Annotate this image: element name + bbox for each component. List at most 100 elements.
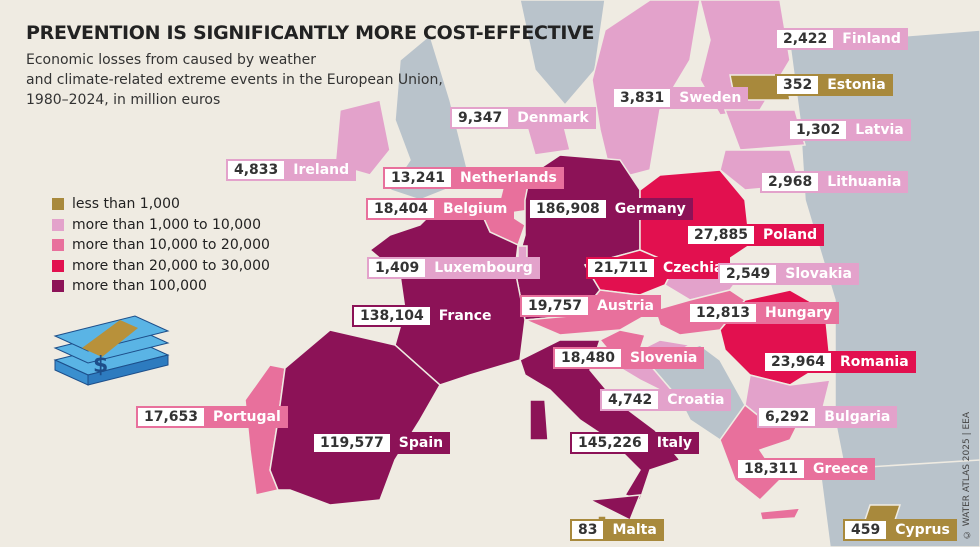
- credit: © WATER ATLAS 2025 | EEA: [962, 411, 972, 539]
- title: PREVENTION IS SIGNIFICANTLY MORE COST-EF…: [26, 22, 595, 44]
- country-name: Netherlands: [453, 167, 564, 189]
- country-name: Malta: [605, 519, 664, 541]
- country-name: Poland: [756, 224, 825, 246]
- country-label: 27,885 Poland: [686, 224, 825, 246]
- country-value: 27,885: [686, 224, 757, 246]
- legend: less than 1,000 more than 1,000 to 10,000…: [52, 194, 270, 297]
- legend-label: less than 1,000: [72, 196, 180, 213]
- country-label: 21,711 Czechia: [586, 257, 731, 279]
- country-value: 1,302: [788, 119, 849, 141]
- country-value: 2,968: [760, 171, 821, 193]
- eu-countries: [244, 0, 902, 525]
- country-label: 459 Cyprus: [843, 519, 957, 541]
- country-name: Portugal: [206, 406, 288, 428]
- country-shape: [529, 399, 549, 441]
- country-shape: [863, 504, 902, 521]
- country-label: 9,347 Denmark: [450, 107, 596, 129]
- country-value: 119,577: [312, 432, 392, 454]
- country-name: Ireland: [286, 159, 357, 181]
- country-label: 12,813 Hungary: [688, 302, 840, 324]
- country-value: 2,549: [718, 263, 779, 285]
- country-name: Italy: [649, 432, 700, 454]
- country-name: Slovakia: [778, 263, 859, 285]
- country-value: 23,964: [763, 351, 834, 373]
- svg-text:$: $: [93, 353, 108, 378]
- country-value: 13,241: [383, 167, 454, 189]
- country-label: 352 Estonia: [775, 74, 893, 96]
- subtitle: Economic losses from caused by weather an…: [26, 50, 443, 110]
- legend-swatch: [52, 280, 64, 293]
- country-value: 18,311: [736, 458, 807, 480]
- country-name: Austria: [590, 295, 662, 317]
- country-shape: [723, 109, 806, 151]
- country-name: Sweden: [672, 87, 749, 109]
- country-label: 83 Malta: [570, 519, 664, 541]
- country-shape: [334, 99, 391, 176]
- country-name: Croatia: [660, 389, 732, 411]
- country-label: 186,908 Germany: [528, 198, 693, 220]
- country-name: Belgium: [436, 198, 515, 220]
- country-value: 352: [775, 74, 821, 96]
- country-label: 3,831 Sweden: [612, 87, 749, 109]
- legend-swatch: [52, 218, 64, 231]
- country-label: 13,241 Netherlands: [383, 167, 564, 189]
- country-name: Slovenia: [623, 347, 705, 369]
- country-label: 1,302 Latvia: [788, 119, 911, 141]
- country-value: 186,908: [528, 198, 608, 220]
- country-value: 83: [570, 519, 606, 541]
- country-name: Estonia: [820, 74, 893, 96]
- country-shape: [587, 494, 642, 522]
- country-value: 17,653: [136, 406, 207, 428]
- country-value: 6,292: [757, 406, 818, 428]
- country-name: Denmark: [510, 107, 596, 129]
- country-name: France: [431, 305, 499, 327]
- legend-item: less than 1,000: [52, 194, 270, 215]
- country-value: 1,409: [367, 257, 428, 279]
- country-value: 4,833: [226, 159, 287, 181]
- country-label: 4,833 Ireland: [226, 159, 357, 181]
- country-value: 18,404: [366, 198, 437, 220]
- country-name: Hungary: [758, 302, 840, 324]
- country-value: 21,711: [586, 257, 657, 279]
- country-label: 145,226 Italy: [570, 432, 700, 454]
- country-name: Spain: [391, 432, 451, 454]
- country-label: 19,757 Austria: [520, 295, 662, 317]
- country-label: 2,549 Slovakia: [718, 263, 859, 285]
- country-name: Finland: [835, 28, 908, 50]
- country-value: 4,742: [600, 389, 661, 411]
- country-name: Luxembourg: [427, 257, 540, 279]
- subtitle-line: Economic losses from caused by weather: [26, 52, 317, 68]
- country-label: 6,292 Bulgaria: [757, 406, 898, 428]
- legend-swatch: [52, 198, 64, 211]
- country-label: 17,653 Portugal: [136, 406, 288, 428]
- country-value: 19,757: [520, 295, 591, 317]
- country-name: Czechia: [656, 257, 731, 279]
- country-name: Lithuania: [820, 171, 909, 193]
- country-label: 18,404 Belgium: [366, 198, 515, 220]
- country-label: 119,577 Spain: [312, 432, 451, 454]
- country-value: 138,104: [352, 305, 432, 327]
- legend-swatch: [52, 259, 64, 272]
- country-label: 4,742 Croatia: [600, 389, 732, 411]
- country-value: 3,831: [612, 87, 673, 109]
- legend-label: more than 20,000 to 30,000: [72, 257, 270, 274]
- country-value: 12,813: [688, 302, 759, 324]
- legend-label: more than 100,000: [72, 278, 207, 295]
- country-name: Germany: [607, 198, 693, 220]
- legend-item: more than 1,000 to 10,000: [52, 215, 270, 236]
- country-value: 2,422: [775, 28, 836, 50]
- legend-label: more than 1,000 to 10,000: [72, 216, 261, 233]
- country-label: 2,968 Lithuania: [760, 171, 909, 193]
- country-shape: [269, 329, 441, 506]
- legend-label: more than 10,000 to 20,000: [72, 237, 270, 254]
- country-name: Greece: [806, 458, 876, 480]
- legend-item: more than 100,000: [52, 276, 270, 297]
- subtitle-line: 1980–2024, in million euros: [26, 92, 221, 108]
- country-name: Latvia: [848, 119, 911, 141]
- country-name: Cyprus: [888, 519, 957, 541]
- subtitle-line: and climate-related extreme events in th…: [26, 72, 443, 88]
- legend-item: more than 10,000 to 20,000: [52, 235, 270, 256]
- legend-swatch: [52, 239, 64, 252]
- country-label: 23,964 Romania: [763, 351, 916, 373]
